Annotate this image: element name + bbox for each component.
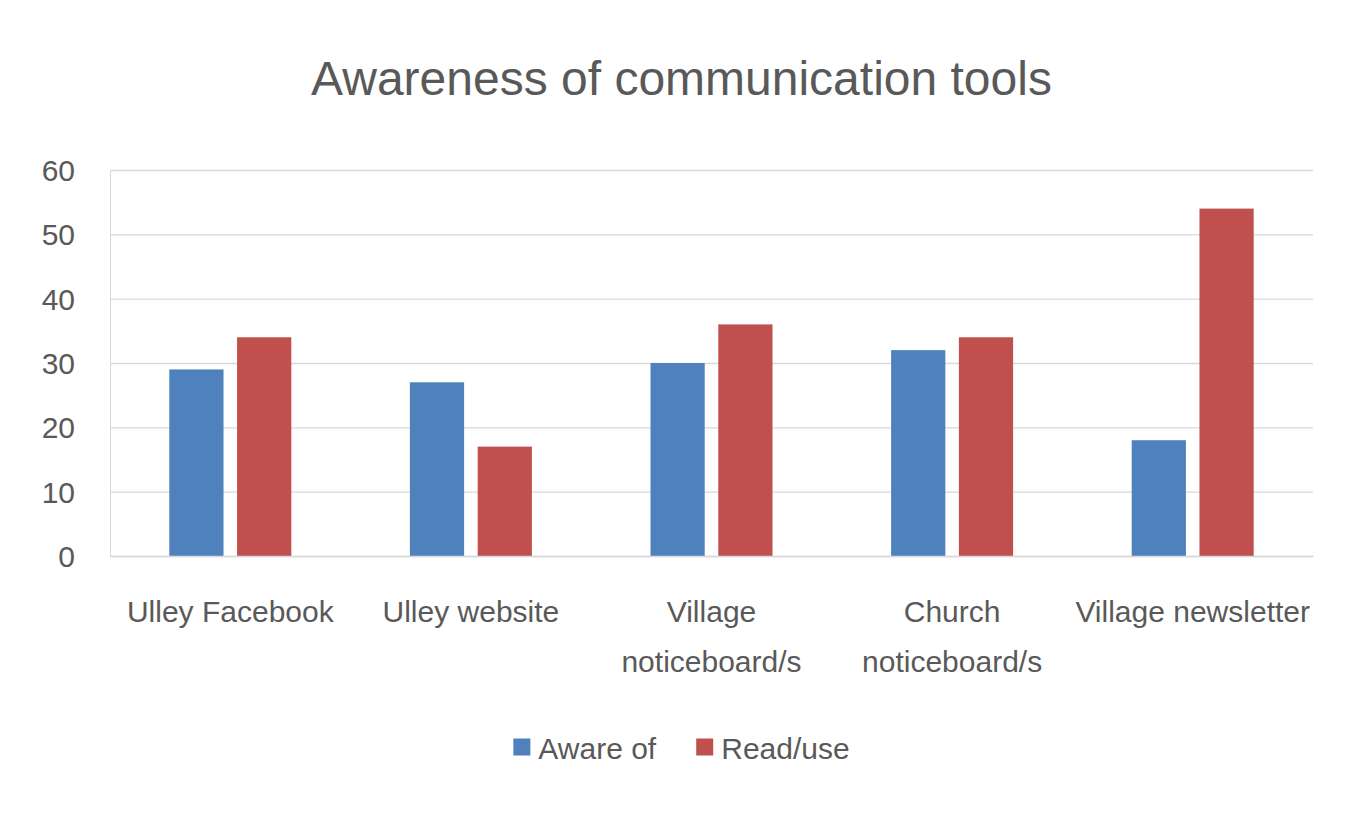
y-tick: 60 — [42, 154, 1313, 187]
x-tick-label-line: Ulley website — [383, 595, 560, 628]
title: Awareness of communication tools — [311, 52, 1052, 105]
chart: Awareness of communication tools 0 10 20 30 4… — [0, 0, 1363, 818]
bar — [718, 324, 772, 556]
bar — [651, 363, 705, 556]
y-tick-label: 60 — [42, 154, 75, 187]
x-tick-label: Ulley Facebook — [127, 595, 335, 628]
y-tick-label: 50 — [42, 218, 75, 251]
bars — [169, 209, 1253, 556]
legend-label: Read/use — [721, 732, 849, 765]
x-tick-label-line: Village — [667, 595, 757, 628]
y-axis: 0 10 20 30 40 50 60 — [42, 154, 1313, 573]
legend: Aware of Read/use — [513, 732, 849, 765]
legend-item: Aware of — [513, 732, 657, 765]
x-tick-label-line: Village newsletter — [1075, 595, 1310, 628]
y-tick-label: 10 — [42, 476, 75, 509]
x-tick-label-line: noticeboard/s — [621, 645, 801, 678]
y-tick: 50 — [42, 218, 1313, 251]
bar — [410, 382, 464, 556]
x-tick-label: Village newsletter — [1075, 595, 1310, 628]
y-tick-label: 20 — [42, 411, 75, 444]
x-tick: Church noticeboard/s — [862, 595, 1042, 678]
x-tick-label: Church noticeboard/s — [862, 595, 1042, 678]
x-tick: Village newsletter — [1075, 595, 1310, 628]
grid-line — [110, 556, 1313, 557]
bar — [891, 350, 945, 556]
grid-line — [110, 299, 1313, 300]
bar — [1199, 209, 1253, 556]
x-axis-line — [111, 556, 1314, 557]
y-axis-line — [111, 171, 1314, 557]
x-axis: Ulley Facebook Ulley website Village notice… — [111, 557, 1314, 679]
grid-line — [110, 234, 1313, 235]
x-tick-label-line: noticeboard/s — [862, 645, 1042, 678]
legend-label: Aware of — [538, 732, 657, 765]
bar — [959, 337, 1013, 556]
grid-line — [110, 170, 1313, 171]
x-tick-label: Village noticeboard/s — [621, 595, 801, 678]
y-tick-label: 0 — [58, 540, 75, 573]
y-tick-label: 30 — [42, 347, 75, 380]
x-tick: Ulley website — [383, 595, 560, 628]
x-tick-label: Ulley website — [383, 595, 560, 628]
y-tick-label: 40 — [42, 283, 75, 316]
bar — [169, 369, 223, 556]
bar — [1132, 440, 1186, 556]
x-tick: Ulley Facebook — [127, 595, 335, 628]
legend-swatch — [696, 739, 713, 756]
x-tick: Village noticeboard/s — [621, 595, 801, 678]
legend-item: Read/use — [696, 732, 849, 765]
bar — [478, 447, 532, 556]
legend-swatch — [513, 739, 530, 756]
y-tick: 40 — [42, 283, 1313, 316]
x-tick-label-line: Church — [904, 595, 1001, 628]
bar — [237, 337, 291, 556]
x-tick-label-line: Ulley Facebook — [127, 595, 335, 628]
